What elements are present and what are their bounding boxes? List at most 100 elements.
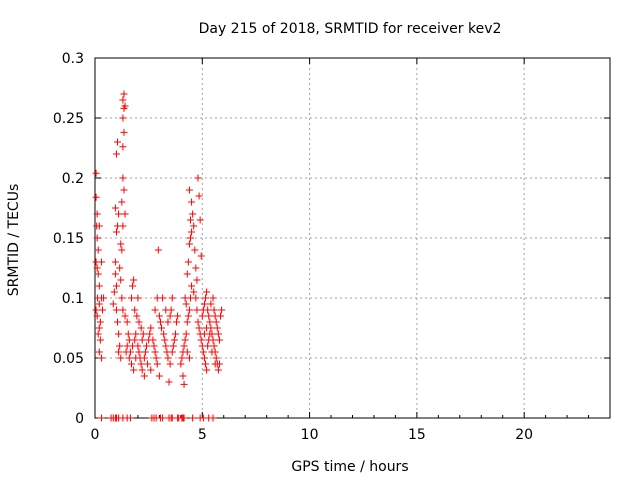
- data-point: [152, 354, 160, 362]
- data-point-zero: [159, 414, 167, 422]
- data-point: [197, 336, 205, 344]
- data-point: [140, 372, 148, 380]
- data-point: [164, 318, 172, 326]
- data-point: [185, 354, 193, 362]
- data-point: [139, 330, 147, 338]
- data-point: [174, 312, 182, 320]
- data-point: [213, 324, 221, 332]
- data-point: [112, 306, 120, 314]
- data-point: [193, 306, 201, 314]
- data-point: [127, 294, 135, 302]
- x-axis-label: GPS time / hours: [291, 459, 408, 475]
- data-point: [183, 348, 191, 356]
- data-point: [125, 354, 133, 362]
- data-point: [133, 312, 141, 320]
- data-point: [205, 336, 213, 344]
- data-point: [208, 348, 216, 356]
- data-point: [119, 114, 127, 122]
- y-tick-label: 0.3: [62, 51, 84, 67]
- data-point: [118, 294, 126, 302]
- data-point: [154, 246, 162, 254]
- data-point: [209, 294, 217, 302]
- data-point: [188, 228, 196, 236]
- data-point: [111, 204, 119, 212]
- data-point: [214, 366, 222, 374]
- data-point: [183, 318, 191, 326]
- data-point: [127, 360, 135, 368]
- data-point: [177, 360, 185, 368]
- data-point: [119, 306, 127, 314]
- data-point: [93, 264, 101, 272]
- data-point: [120, 90, 128, 98]
- data-point: [116, 342, 124, 350]
- data-point: [186, 234, 194, 242]
- data-point: [215, 336, 223, 344]
- data-point: [195, 192, 203, 200]
- data-point: [137, 360, 145, 368]
- data-point: [166, 360, 174, 368]
- y-tick-label: 0.25: [53, 111, 84, 127]
- data-point: [180, 380, 188, 388]
- data-point: [93, 210, 101, 218]
- data-point-zero: [180, 414, 188, 422]
- data-point: [96, 336, 104, 344]
- data-point: [169, 342, 177, 350]
- data-point: [182, 300, 190, 308]
- x-tick-label: 20: [515, 427, 533, 443]
- data-point: [179, 372, 187, 380]
- data-point: [170, 336, 178, 344]
- data-point: [99, 306, 107, 314]
- data-point: [119, 96, 127, 104]
- data-point: [205, 312, 213, 320]
- data-point: [192, 264, 200, 272]
- data-point: [94, 270, 102, 278]
- data-point: [182, 330, 190, 338]
- data-point: [185, 240, 193, 248]
- y-tick-label: 0: [75, 411, 84, 427]
- data-point-zero: [97, 414, 105, 422]
- data-point: [94, 330, 102, 338]
- data-point: [130, 276, 138, 284]
- data-point: [95, 324, 103, 332]
- data-point: [117, 240, 125, 248]
- data-point: [95, 282, 103, 290]
- data-point-zero: [189, 414, 197, 422]
- data-point: [184, 258, 192, 266]
- data-point: [183, 270, 191, 278]
- data-point: [138, 366, 146, 374]
- data-point: [217, 312, 225, 320]
- data-point: [185, 186, 193, 194]
- data-point: [92, 169, 100, 177]
- data-point: [203, 324, 211, 332]
- data-point: [162, 342, 170, 350]
- data-point: [95, 300, 103, 308]
- data-point: [129, 282, 137, 290]
- data-point: [200, 330, 208, 338]
- data-point: [165, 378, 173, 386]
- data-point: [189, 210, 197, 218]
- data-point: [210, 342, 218, 350]
- data-point: [191, 246, 199, 254]
- data-point: [111, 258, 119, 266]
- data-point: [215, 360, 223, 368]
- data-point: [151, 306, 159, 314]
- data-point: [112, 150, 120, 158]
- data-point: [164, 354, 172, 362]
- data-point: [186, 216, 194, 224]
- data-point: [121, 312, 129, 320]
- data-point: [132, 354, 140, 362]
- data-point: [111, 270, 119, 278]
- data-point: [200, 354, 208, 362]
- data-point: [194, 174, 202, 182]
- y-tick-label: 0.05: [53, 351, 84, 367]
- data-point: [117, 276, 125, 284]
- data-point: [114, 318, 122, 326]
- data-point: [155, 312, 163, 320]
- data-point: [120, 186, 128, 194]
- data-point: [151, 348, 159, 356]
- data-point: [92, 193, 100, 201]
- data-point: [135, 318, 143, 326]
- data-point: [147, 324, 155, 332]
